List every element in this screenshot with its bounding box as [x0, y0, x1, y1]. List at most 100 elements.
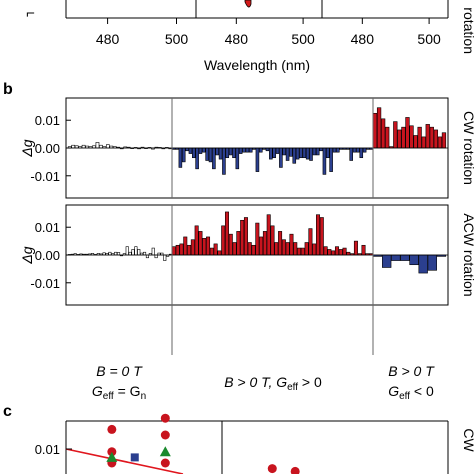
panel-c-point-circle — [267, 464, 277, 474]
panel-b-bottom-bar — [125, 246, 129, 256]
panel-b-bottom-bar — [194, 225, 199, 256]
panel-b-bottom-bar — [134, 246, 138, 256]
panel-b-bottom-bar — [240, 219, 245, 256]
top-tick-label: 500 — [291, 31, 315, 47]
panel-b-bottom-bar — [319, 217, 324, 256]
panel-b-bottom-bar — [323, 246, 328, 256]
panel-b-top-bar — [417, 126, 422, 149]
panel-b-bottom-bar — [154, 254, 158, 259]
panel-c-point-triangle — [159, 446, 171, 457]
panel-b-top-bar — [437, 136, 443, 149]
panel-b-bottom-bar — [143, 251, 147, 256]
panel-b-bottom-bar — [171, 246, 176, 256]
panel-b-top-bar — [205, 147, 209, 161]
panel-b-top-bar — [356, 147, 360, 153]
panel-b-top-bar — [421, 136, 426, 149]
panel-b-bottom-bar — [334, 246, 339, 256]
panel-b-top-ytick-label: -0.01 — [30, 169, 60, 184]
panel-b-top-bar — [242, 147, 246, 153]
panel-c-point-circle — [107, 447, 117, 457]
panel-b-bottom-bar — [400, 254, 410, 261]
cond-left-line2: Geff = Gn — [92, 383, 146, 402]
panel-b-top-bar — [401, 126, 406, 149]
condition-labels: B = 0 T Geff = Gn B > 0 T, Geff > 0 B > … — [92, 363, 435, 402]
panel-b-top-bar — [222, 147, 226, 175]
panel-b-bottom-bar — [206, 236, 211, 256]
panel-b-bottom-bar — [232, 242, 237, 256]
panel-b-top-bar — [232, 147, 236, 159]
cond-right-rest: < 0 — [410, 383, 434, 399]
panel-b-top-bar — [71, 144, 76, 149]
top-right-label: rotation — [461, 7, 474, 54]
panel-b-top-bar — [429, 126, 434, 149]
panel-b-top-bar — [302, 147, 307, 159]
panel-b-bottom-bar — [202, 238, 207, 256]
top-tick-label: 500 — [417, 31, 441, 47]
panel-b-top-bar — [95, 142, 100, 149]
panel-label-b: b — [3, 81, 13, 98]
panel-b-top-bar — [185, 147, 189, 152]
panel-b-top-bar — [336, 147, 340, 153]
panel-b-top-bar — [188, 147, 193, 154]
panel-b-bottom-bar — [114, 251, 118, 256]
cond-right-line2: Geff < 0 — [388, 383, 434, 402]
panel-b-bottom-bar — [262, 231, 267, 256]
panel-b-bottom-bar — [281, 239, 286, 256]
panel-b-bottom-bar — [327, 249, 332, 256]
top-tick-label: 480 — [351, 31, 375, 47]
panel-b-top-bar — [329, 147, 333, 172]
panel-b-bottom-bar — [285, 242, 290, 256]
panel-b-bottom-bar — [259, 236, 264, 256]
panel-b-bottom-bar — [243, 217, 248, 256]
panel-b-bottom-bar — [255, 222, 260, 256]
cond-left-g: G — [92, 383, 103, 399]
panel-b-bottom-bar — [382, 254, 392, 268]
panel-b-top-bar — [275, 147, 280, 154]
panel-b-top-bar — [279, 147, 283, 168]
panel-c-point-circle — [107, 424, 117, 434]
panel-b-top-bar — [202, 147, 206, 153]
panel-b-top-bar — [218, 147, 223, 160]
panel-b-top-bar — [315, 147, 320, 156]
panel-b-bottom-bar — [228, 233, 233, 256]
panel-b-bottom-bar — [331, 250, 336, 256]
panel-b-bottom-right-label: ACW rotation — [461, 213, 474, 296]
cond-left-line1-text: B = 0 T — [96, 363, 143, 379]
panel-b-bottom-bar — [418, 254, 428, 274]
panel-b-top-right-label: CW rotation — [461, 111, 474, 185]
cond-middle-a: B > 0 T, G — [224, 374, 287, 390]
panel-label-c: c — [3, 403, 12, 420]
panel-b-bottom-bar — [304, 242, 309, 256]
panel-b-bottom-bar — [312, 243, 317, 256]
panel-b-bottom-bar — [213, 243, 218, 256]
panel-c-point-circle — [160, 458, 170, 468]
panel-b-top-bar — [238, 147, 243, 154]
panel-b-bottom-bar — [308, 228, 313, 256]
panel-b-top-bar — [425, 124, 430, 149]
panel-b-bottom-bar — [175, 244, 180, 256]
panel-b-bottom-bar — [346, 251, 351, 256]
panel-b-bottom-bar — [179, 243, 184, 256]
panel-b-top-bar — [305, 147, 310, 160]
panel-b-top-bar — [178, 147, 183, 168]
panel-c-fit-line — [65, 448, 184, 474]
panel-b-top-bar — [393, 121, 398, 149]
panel-b-top-bar — [372, 112, 378, 149]
panel-b-bottom-bar — [270, 225, 275, 256]
panel-b-bottom-bar — [128, 251, 132, 256]
panel-b-bottom-bar — [217, 250, 222, 256]
panel-b-bottom-bar — [131, 249, 135, 256]
panel-b-bottom-bar — [145, 254, 149, 259]
panel-b-bottom-ytick-label: 0.00 — [35, 248, 60, 263]
panel-b-bottom-bar — [316, 214, 320, 256]
panel-b-top-bar — [181, 147, 186, 163]
panel-c-point-circle — [160, 413, 170, 423]
panel-b-top-ylabel: Δg — [19, 139, 35, 157]
panel-b-top-bar — [433, 129, 438, 149]
panel-b-bottom-bar — [247, 242, 252, 256]
cond-left-sub: eff — [103, 391, 114, 402]
panel-b-bottom-bar — [293, 242, 298, 256]
panel-b-bottom-bar — [151, 247, 155, 256]
panel-b-top-bar — [289, 147, 293, 157]
cond-middle-rest: > 0 — [298, 374, 322, 390]
